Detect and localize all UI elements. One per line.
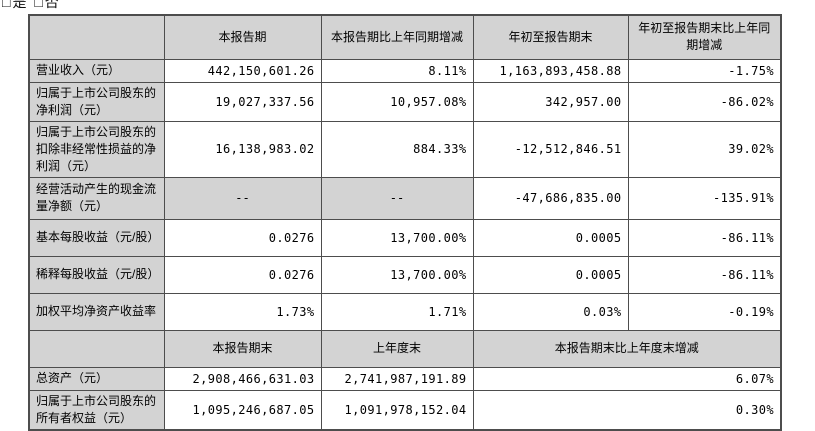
table-cell: 13,700.00% <box>320 255 474 294</box>
table-cell: 1,091,978,152.04 <box>320 389 474 430</box>
table-cell: -135.91% <box>627 176 782 220</box>
row-label: 营业收入（元） <box>28 58 165 83</box>
table-row-diluted-eps: 稀释每股收益（元/股） 0.0276 13,700.00% 0.0005 -86… <box>28 255 782 294</box>
table-cell: 1.71% <box>320 292 474 331</box>
header-change-vs-prev-year-end: 本报告期末比上年度末增减 <box>472 329 782 368</box>
table-cell: 1,163,893,458.88 <box>472 58 629 83</box>
table-row-operating-cash-flow: 经营活动产生的现金流量净额（元） -- -- -47,686,835.00 -1… <box>28 176 782 220</box>
row-label: 归属于上市公司股东的扣除非经常性损益的净利润（元） <box>28 120 165 178</box>
yes-no-checkbox-line: □是 □否 <box>2 0 61 10</box>
header-period-yoy-change: 本报告期比上年同期增减 <box>320 14 474 60</box>
table-cell: 13,700.00% <box>320 218 474 257</box>
row-label: 总资产（元） <box>28 366 165 391</box>
table-cell: 6.07% <box>472 366 782 391</box>
table-row-basic-eps: 基本每股收益（元/股） 0.0276 13,700.00% 0.0005 -86… <box>28 218 782 257</box>
table-cell: 0.0005 <box>472 218 629 257</box>
header-current-period: 本报告期 <box>163 14 322 60</box>
table-cell: 10,957.08% <box>320 81 474 122</box>
table-cell-na: -- <box>163 176 322 220</box>
row-label: 稀释每股收益（元/股） <box>28 255 165 294</box>
table-cell: -86.02% <box>627 81 782 122</box>
section2-header-row: 本报告期末 上年度末 本报告期末比上年度末增减 <box>28 329 782 368</box>
table-cell: 1,095,246,687.05 <box>163 389 322 430</box>
key-financials-table: 本报告期 本报告期比上年同期增减 年初至报告期末 年初至报告期末比上年同期增减 … <box>28 14 782 431</box>
table-cell: 884.33% <box>320 120 474 178</box>
row-label: 加权平均净资产收益率 <box>28 292 165 331</box>
table-cell-na: -- <box>320 176 474 220</box>
table-row-weighted-avg-roe: 加权平均净资产收益率 1.73% 1.71% 0.03% -0.19% <box>28 292 782 331</box>
row-label: 归属于上市公司股东的所有者权益（元） <box>28 389 165 430</box>
header-prev-year-end: 上年度末 <box>320 329 474 368</box>
header-end-of-period: 本报告期末 <box>163 329 322 368</box>
header-empty-cell <box>28 14 165 60</box>
table-cell: -47,686,835.00 <box>472 176 629 220</box>
row-label: 经营活动产生的现金流量净额（元） <box>28 176 165 220</box>
row-label: 基本每股收益（元/股） <box>28 218 165 257</box>
section1-header-row: 本报告期 本报告期比上年同期增减 年初至报告期末 年初至报告期末比上年同期增减 <box>28 14 782 60</box>
table-cell: 39.02% <box>627 120 782 178</box>
table-row-revenue: 营业收入（元） 442,150,601.26 8.11% 1,163,893,4… <box>28 58 782 83</box>
table-cell: -86.11% <box>627 255 782 294</box>
table-cell: 342,957.00 <box>472 81 629 122</box>
table-cell: 19,027,337.56 <box>163 81 322 122</box>
table-cell: -0.19% <box>627 292 782 331</box>
row-label: 归属于上市公司股东的净利润（元） <box>28 81 165 122</box>
table-row-net-profit-excl-nonrecurring: 归属于上市公司股东的扣除非经常性损益的净利润（元） 16,138,983.02 … <box>28 120 782 178</box>
table-cell: 0.0276 <box>163 218 322 257</box>
header-empty-cell <box>28 329 165 368</box>
header-ytd: 年初至报告期末 <box>472 14 629 60</box>
table-cell: 8.11% <box>320 58 474 83</box>
table-cell: 0.0276 <box>163 255 322 294</box>
table-row-total-assets: 总资产（元） 2,908,466,631.03 2,741,987,191.89… <box>28 366 782 391</box>
table-cell: -86.11% <box>627 218 782 257</box>
table-cell: 0.30% <box>472 389 782 430</box>
table-row-owners-equity: 归属于上市公司股东的所有者权益（元） 1,095,246,687.05 1,09… <box>28 389 782 430</box>
table-cell: 1.73% <box>163 292 322 331</box>
table-cell: 442,150,601.26 <box>163 58 322 83</box>
table-cell: 2,908,466,631.03 <box>163 366 322 391</box>
table-cell: 2,741,987,191.89 <box>320 366 474 391</box>
table-cell: -1.75% <box>627 58 782 83</box>
header-ytd-yoy-change: 年初至报告期末比上年同期增减 <box>627 14 782 60</box>
table-cell: 0.03% <box>472 292 629 331</box>
table-cell: 0.0005 <box>472 255 629 294</box>
table-row-net-profit: 归属于上市公司股东的净利润（元） 19,027,337.56 10,957.08… <box>28 81 782 122</box>
table-cell: 16,138,983.02 <box>163 120 322 178</box>
table-cell: -12,512,846.51 <box>472 120 629 178</box>
